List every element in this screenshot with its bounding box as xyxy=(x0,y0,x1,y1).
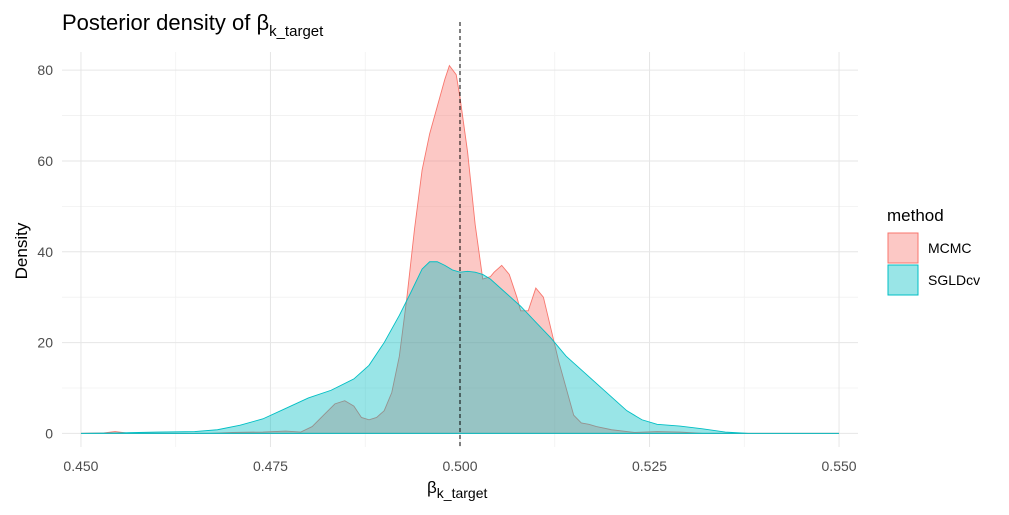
y-tick-label: 20 xyxy=(37,335,53,351)
x-tick-label: 0.550 xyxy=(822,458,857,474)
x-tick-label: 0.450 xyxy=(63,458,98,474)
title-subscript: k_target xyxy=(269,23,324,40)
y-tick-label: 40 xyxy=(37,244,53,260)
title-beta: β xyxy=(256,10,269,35)
legend-swatch xyxy=(887,264,919,296)
chart-title: Posterior density of βk_target xyxy=(62,10,324,40)
y-tick-label: 60 xyxy=(37,153,53,169)
x-tick-labels: 0.450 0.475 0.500 0.525 0.550 xyxy=(63,458,856,474)
x-tick-label: 0.525 xyxy=(632,458,667,474)
y-tick-labels: 0 20 40 60 80 xyxy=(37,62,53,441)
x-axis-beta: β xyxy=(427,478,437,497)
legend-label: SGLDcv xyxy=(928,272,980,288)
legend-item-mcmc: MCMC xyxy=(887,232,972,264)
y-tick-label: 80 xyxy=(37,62,53,78)
legend-swatch xyxy=(887,232,919,264)
x-axis-title: βk_target xyxy=(427,478,487,501)
legend-label: MCMC xyxy=(928,240,972,256)
legend-title: method xyxy=(887,206,944,225)
x-tick-label: 0.500 xyxy=(442,458,477,474)
legend: method MCMC SGLDcv xyxy=(887,206,980,296)
x-tick-label: 0.475 xyxy=(253,458,288,474)
y-tick-label: 0 xyxy=(45,425,53,441)
x-axis-subscript: k_target xyxy=(437,485,488,501)
legend-item-sgldcv: SGLDcv xyxy=(887,264,980,296)
y-axis-title: Density xyxy=(12,222,31,279)
